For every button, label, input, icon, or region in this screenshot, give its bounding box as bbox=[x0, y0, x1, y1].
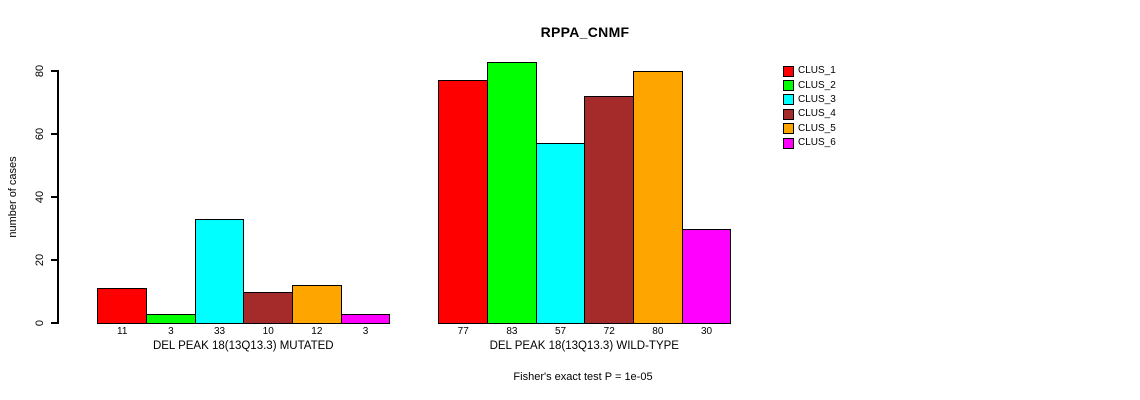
legend-swatch-clus_4 bbox=[783, 108, 794, 120]
bar-value-label: 72 bbox=[603, 326, 615, 337]
bar-value-label: 77 bbox=[457, 326, 469, 337]
y-tick-label: 40 bbox=[34, 190, 46, 204]
legend-swatch-clus_6 bbox=[783, 137, 794, 149]
group-label-1: DEL PEAK 18(13Q13.3) MUTATED bbox=[152, 340, 334, 352]
legend-row: CLUS_2 bbox=[783, 78, 836, 92]
y-tick-label: 60 bbox=[34, 127, 46, 141]
legend: CLUS_1 CLUS_2 CLUS_3 CLUS_4 CLUS_5 CLUS_6 bbox=[783, 64, 836, 150]
y-tick-mark bbox=[50, 133, 58, 135]
y-tick-mark bbox=[50, 322, 58, 324]
y-axis-line bbox=[57, 70, 59, 324]
bar-value-label: 30 bbox=[700, 326, 713, 337]
group-label-2: DEL PEAK 18(13Q13.3) WILD-TYPE bbox=[489, 340, 679, 352]
legend-row: CLUS_1 bbox=[783, 64, 836, 78]
bar-clus_6-group2 bbox=[681, 228, 732, 325]
y-tick-label: 80 bbox=[34, 64, 46, 78]
bar-clus_3-group2 bbox=[535, 143, 586, 325]
legend-row: CLUS_4 bbox=[783, 107, 836, 121]
bar-clus_2-group1 bbox=[145, 313, 196, 325]
bar-value-label: 3 bbox=[168, 326, 174, 337]
y-tick-label: 0 bbox=[34, 319, 46, 327]
bar-clus_5-group1 bbox=[291, 285, 342, 325]
bar-value-label: 12 bbox=[311, 326, 323, 337]
legend-label: CLUS_4 bbox=[798, 108, 836, 120]
bar-clus_2-group2 bbox=[486, 61, 537, 325]
legend-row: CLUS_3 bbox=[783, 93, 836, 107]
y-tick-mark bbox=[50, 259, 58, 261]
bar-clus_4-group2 bbox=[584, 96, 635, 325]
fisher-test-annotation: Fisher's exact test P = 1e-05 bbox=[513, 371, 653, 383]
legend-label: CLUS_6 bbox=[798, 137, 836, 149]
legend-swatch-clus_3 bbox=[783, 94, 794, 106]
legend-label: CLUS_2 bbox=[798, 79, 836, 91]
y-tick-mark bbox=[50, 70, 58, 72]
legend-swatch-clus_5 bbox=[783, 123, 794, 135]
bar-value-label: 33 bbox=[213, 326, 226, 337]
bar-clus_1-group1 bbox=[97, 288, 148, 325]
y-tick-label: 20 bbox=[34, 253, 46, 267]
legend-row: CLUS_5 bbox=[783, 122, 836, 136]
legend-label: CLUS_1 bbox=[798, 65, 836, 77]
bar-value-label: 80 bbox=[652, 326, 664, 337]
bar-clus_1-group2 bbox=[438, 80, 489, 325]
y-tick-mark bbox=[50, 196, 58, 198]
bar-clus_6-group1 bbox=[340, 313, 391, 325]
legend-swatch-clus_1 bbox=[783, 65, 794, 77]
legend-label: CLUS_5 bbox=[798, 122, 836, 134]
bar-clus_3-group1 bbox=[194, 219, 245, 325]
y-axis-label: number of cases bbox=[7, 156, 19, 238]
legend-row: CLUS_6 bbox=[783, 136, 836, 150]
legend-label: CLUS_3 bbox=[798, 93, 836, 105]
bar-value-label: 10 bbox=[262, 326, 274, 337]
bar-clus_5-group2 bbox=[632, 71, 683, 325]
bar-value-label: 3 bbox=[362, 326, 369, 337]
bar-value-label: 57 bbox=[554, 326, 567, 337]
bar-clus_4-group1 bbox=[243, 291, 294, 325]
bar-value-label: 11 bbox=[117, 326, 128, 337]
bar-value-label: 83 bbox=[506, 326, 518, 337]
legend-swatch-clus_2 bbox=[783, 80, 794, 92]
chart-title: RPPA_CNMF bbox=[540, 24, 630, 40]
